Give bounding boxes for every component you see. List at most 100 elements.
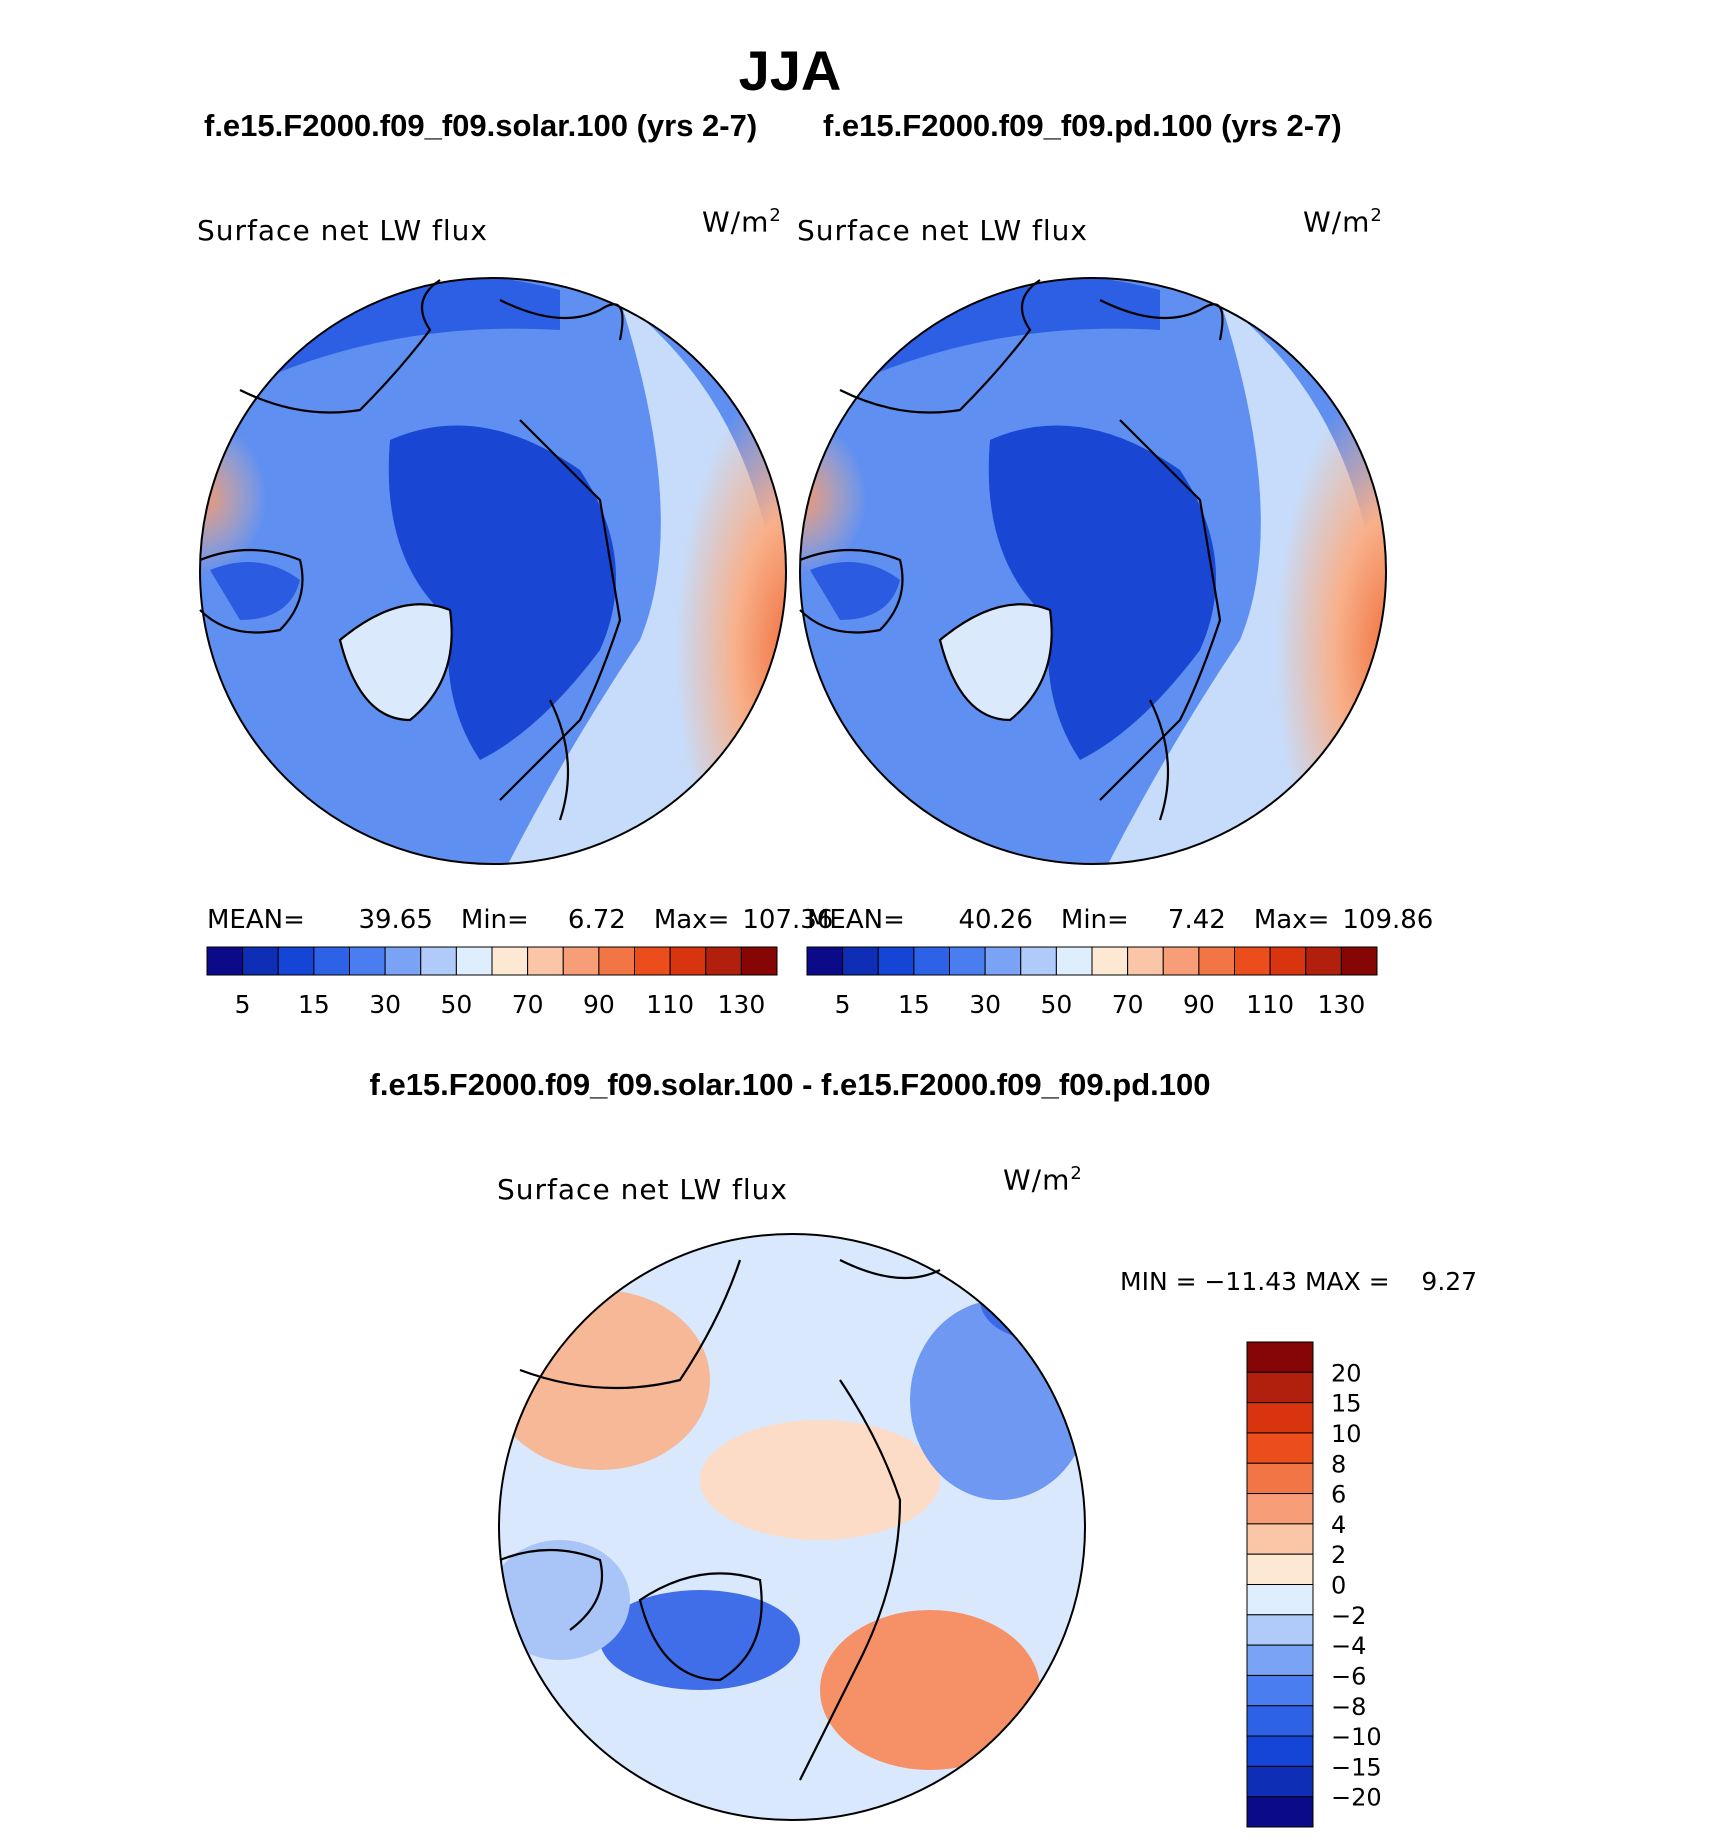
right-map-hudson-bay xyxy=(810,562,900,620)
right-colorbar-swatch xyxy=(842,946,879,976)
left-max-label: Max= xyxy=(653,905,730,935)
right-coastlines xyxy=(799,279,1224,821)
diff-colorbar-swatch xyxy=(1246,1584,1314,1616)
diff-map-cool-w xyxy=(499,1540,630,1660)
right-map-greenland xyxy=(940,604,1052,720)
diff-colorbar-tick-label: −2 xyxy=(1331,1602,1366,1630)
left-mean-label: MEAN= xyxy=(207,905,305,935)
right-stats: MEAN= 40.26 Min= 7.42 Max= 109.86 xyxy=(807,905,1433,935)
diff-colorbar-swatch xyxy=(1246,1614,1314,1646)
diff-colorbar-swatch xyxy=(1246,1735,1314,1767)
left-stats: MEAN= 39.65 Min= 6.72 Max= 107.36 xyxy=(207,905,833,935)
diff-coast-alaska xyxy=(519,1259,742,1390)
left-colorbar-tick-label: 5 xyxy=(235,990,251,1019)
right-colorbar-tick-label: 5 xyxy=(835,990,851,1019)
right-coast-scandinavia xyxy=(1149,699,1170,821)
left-colorbar-tick-label: 15 xyxy=(298,990,330,1019)
left-var-label: Surface net LW flux xyxy=(197,214,488,247)
right-mean-value: 40.26 xyxy=(958,905,1033,935)
diff-colorbar-tick-label: 4 xyxy=(1331,1511,1346,1539)
left-colorbar-tick-label: 130 xyxy=(718,990,766,1019)
left-map-greenland xyxy=(340,604,452,720)
diff-polar-map xyxy=(499,1234,1085,1820)
diff-coast-greenland xyxy=(638,1572,763,1682)
left-coast-scandinavia xyxy=(549,699,570,821)
diff-colorbar-swatch xyxy=(1246,1371,1314,1404)
right-colorbar-tick-label: 130 xyxy=(1318,990,1366,1019)
right-coast-chukotka xyxy=(1099,299,1224,341)
diff-colorbar-tick-label: 15 xyxy=(1331,1390,1362,1418)
diff-coast-chukotka xyxy=(839,1259,941,1280)
left-map-hudson-bay xyxy=(210,562,300,620)
diff-colorbar-swatch xyxy=(1246,1644,1314,1676)
diff-coastlines xyxy=(499,1259,941,1781)
left-colorbar-swatch xyxy=(740,946,778,976)
diff-map-border xyxy=(498,1233,1086,1821)
left-max-value: 107.36 xyxy=(742,905,834,935)
left-colorbar-swatch xyxy=(206,946,244,976)
diff-colorbar-tick-label: −10 xyxy=(1331,1723,1382,1751)
right-polar-map xyxy=(800,278,1386,864)
right-colorbar-swatch xyxy=(984,946,1022,976)
right-colorbar-swatch xyxy=(1020,946,1057,976)
right-colorbar-swatch xyxy=(1091,946,1129,976)
left-polar-map xyxy=(200,278,786,864)
diff-colorbar-swatch xyxy=(1246,1432,1314,1464)
left-run-title: f.e15.F2000.f09_f09.solar.100 (yrs 2-7) xyxy=(204,108,758,143)
right-min-value: 7.42 xyxy=(1167,905,1226,935)
left-colorbar-swatch xyxy=(313,946,350,976)
right-colorbar-tick-label: 90 xyxy=(1183,990,1215,1019)
diff-colorbar-tick-label: 6 xyxy=(1331,1481,1346,1509)
diff-colorbar-tick-label: 8 xyxy=(1331,1450,1346,1478)
right-colorbar-swatch xyxy=(1162,946,1200,976)
left-colorbar-swatch xyxy=(669,946,707,976)
right-max-value: 109.86 xyxy=(1342,905,1434,935)
left-coastlines xyxy=(199,279,624,821)
right-coast-alaska xyxy=(839,279,1041,414)
diff-coast-eurasia xyxy=(799,1379,902,1781)
left-colorbar-swatch xyxy=(349,946,386,976)
right-colorbar-swatch xyxy=(1340,946,1378,976)
left-min-label: Min= xyxy=(460,905,529,935)
left-colorbar-swatch xyxy=(598,946,635,976)
right-colorbar-tick-label: 70 xyxy=(1112,990,1144,1019)
left-mean-value: 39.65 xyxy=(358,905,433,935)
right-colorbar-swatch xyxy=(949,946,986,976)
right-coast-canada xyxy=(799,548,904,634)
left-colorbar-swatch xyxy=(277,946,315,976)
diff-colorbar-tick-label: −20 xyxy=(1331,1784,1382,1812)
left-colorbar-tick-label: 70 xyxy=(512,990,544,1019)
right-colorbar-tick-label: 110 xyxy=(1246,990,1294,1019)
left-colorbar-tick-label: 50 xyxy=(440,990,472,1019)
right-colorbar-swatch xyxy=(806,946,844,976)
diff-units-label: W/m2 xyxy=(1003,1163,1083,1197)
left-colorbar-swatch xyxy=(634,946,671,976)
diff-map-warm-center xyxy=(700,1420,940,1540)
right-coast-eurasia xyxy=(1099,419,1222,801)
diff-colorbar-swatch xyxy=(1246,1765,1314,1798)
right-colorbar-swatch xyxy=(1127,946,1164,976)
diff-map-warm-se xyxy=(820,1610,1040,1770)
diff-colorbar-tick-label: 0 xyxy=(1331,1572,1346,1600)
right-colorbar-tick-label: 50 xyxy=(1040,990,1072,1019)
left-colorbar-swatch xyxy=(242,946,279,976)
left-map-border xyxy=(199,277,787,865)
left-coast-eurasia xyxy=(499,419,622,801)
right-var-label: Surface net LW flux xyxy=(797,214,1088,247)
left-colorbar-swatch xyxy=(527,946,564,976)
right-map-polar-core xyxy=(988,425,1216,760)
right-max-label: Max= xyxy=(1253,905,1330,935)
right-colorbar: 5 15 30 50 70 90 110 130 xyxy=(806,946,1378,1019)
left-map-polar-core xyxy=(388,425,616,760)
left-units-label: W/m2 xyxy=(702,205,782,239)
right-colorbar-swatch xyxy=(1305,946,1342,976)
left-min-value: 6.72 xyxy=(567,905,626,935)
left-colorbar-tick-label: 30 xyxy=(369,990,401,1019)
diff-colorbar-swatch xyxy=(1246,1523,1314,1555)
main-title: JJA xyxy=(738,39,842,102)
diff-map-cold-n xyxy=(980,1260,1085,1340)
right-run-title: f.e15.F2000.f09_f09.pd.100 (yrs 2-7) xyxy=(823,108,1342,143)
diff-colorbar-swatch xyxy=(1246,1462,1314,1495)
